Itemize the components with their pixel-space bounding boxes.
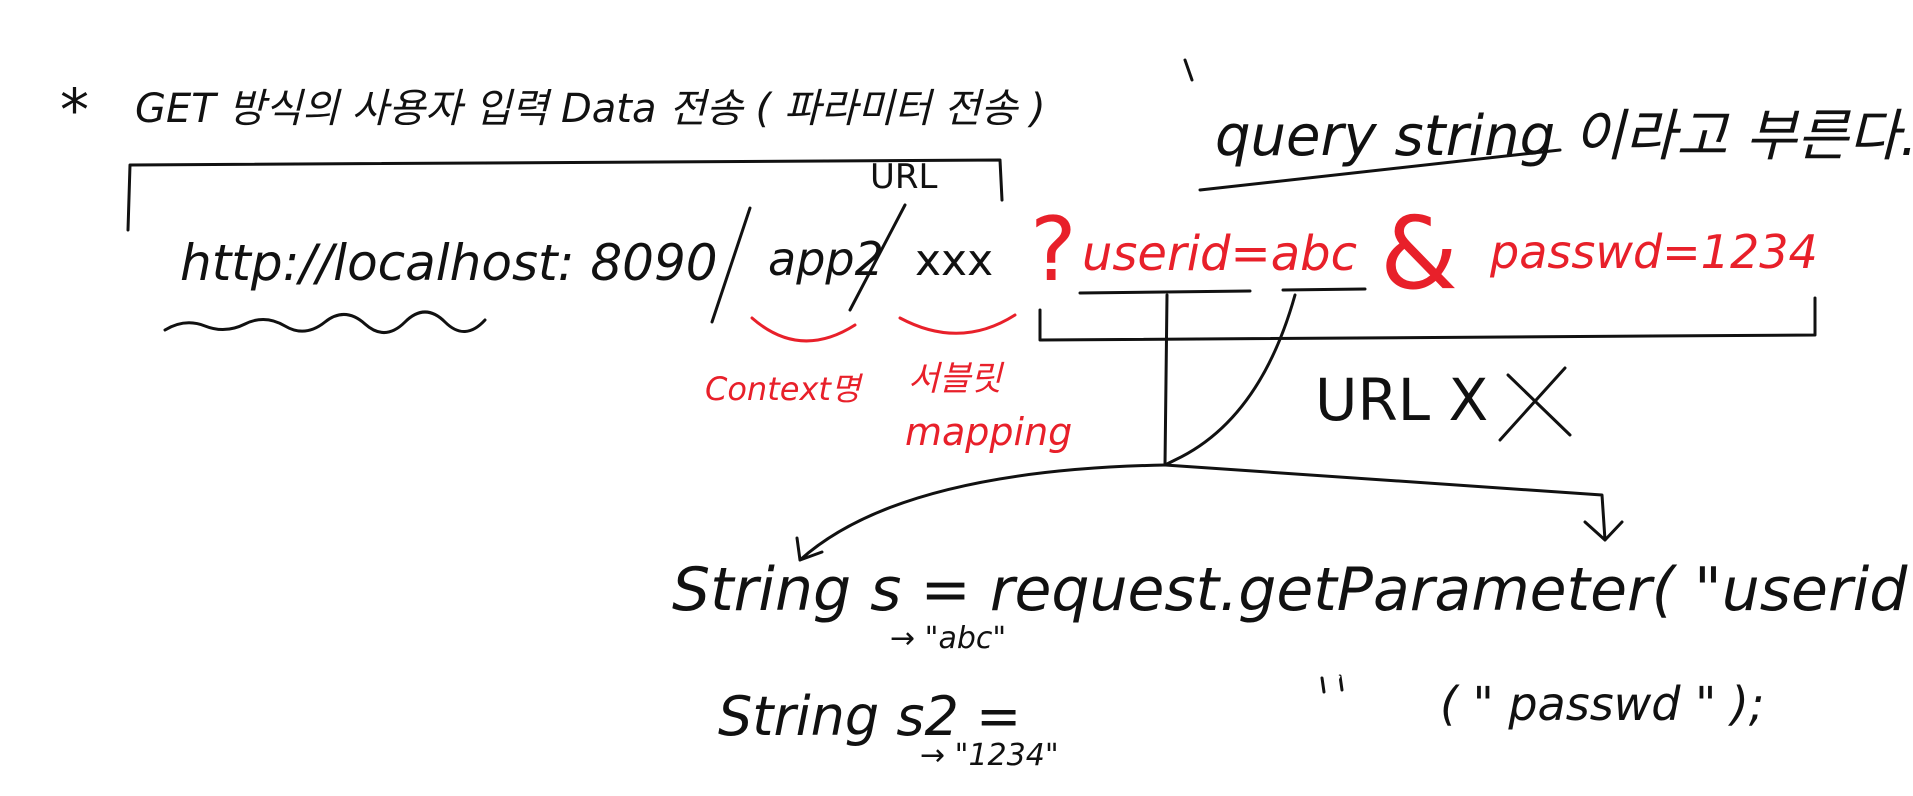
ditto-mark bbox=[1320, 674, 1344, 694]
url-mapping: xxx bbox=[915, 235, 993, 286]
star-mark: * bbox=[60, 76, 89, 144]
param-userid: userid=abc bbox=[1082, 226, 1357, 282]
code-line-2-ditto: 〃 bbox=[1322, 668, 1346, 696]
mapping-note-2: mapping bbox=[905, 410, 1072, 454]
mapping-underline bbox=[898, 313, 1017, 335]
mapping-note-1: 서블릿 bbox=[908, 359, 1005, 399]
query-string-note: query string 이라고 부른다. bbox=[1215, 104, 1913, 169]
ampersand: & bbox=[1380, 195, 1458, 312]
code-line-1: String s = request.getParameter( "userid… bbox=[672, 555, 1913, 625]
not-url-note: URL X bbox=[1315, 366, 1488, 434]
userid-underline bbox=[1078, 289, 1252, 295]
arrow-right bbox=[1163, 463, 1624, 542]
code-line-2-result: → "1234" bbox=[920, 738, 1059, 773]
code-line-2: String s2 = bbox=[718, 685, 1021, 748]
context-note: Context명 bbox=[705, 370, 864, 408]
abc-curve bbox=[1163, 293, 1297, 467]
arrow-left bbox=[795, 463, 1167, 562]
slash-2 bbox=[848, 203, 907, 312]
code-line-1-result: → "abc" bbox=[890, 621, 1006, 656]
code-line-2-arg: ( " passwd " ); bbox=[1440, 677, 1764, 731]
context-underline bbox=[750, 316, 857, 343]
page-title: GET 방식의 사용자 입력 Data 전송 ( 파라미터 전송 ) bbox=[135, 86, 1046, 132]
question-mark: ? bbox=[1030, 198, 1077, 301]
x-mark bbox=[1498, 366, 1572, 442]
param-passwd: passwd=1234 bbox=[1489, 225, 1818, 279]
url-context: app2 bbox=[768, 232, 884, 286]
host-underline bbox=[163, 310, 487, 334]
quote-mark bbox=[1183, 58, 1194, 82]
url-base: http://localhost: 8090 bbox=[180, 234, 718, 292]
url-label: URL bbox=[870, 157, 938, 197]
url-bracket bbox=[126, 158, 1004, 232]
slash-1 bbox=[710, 206, 752, 324]
query-label-line bbox=[1198, 148, 1562, 192]
userid-stem bbox=[1163, 293, 1169, 467]
abc-underline bbox=[1281, 287, 1367, 292]
query-bracket bbox=[1038, 296, 1817, 342]
